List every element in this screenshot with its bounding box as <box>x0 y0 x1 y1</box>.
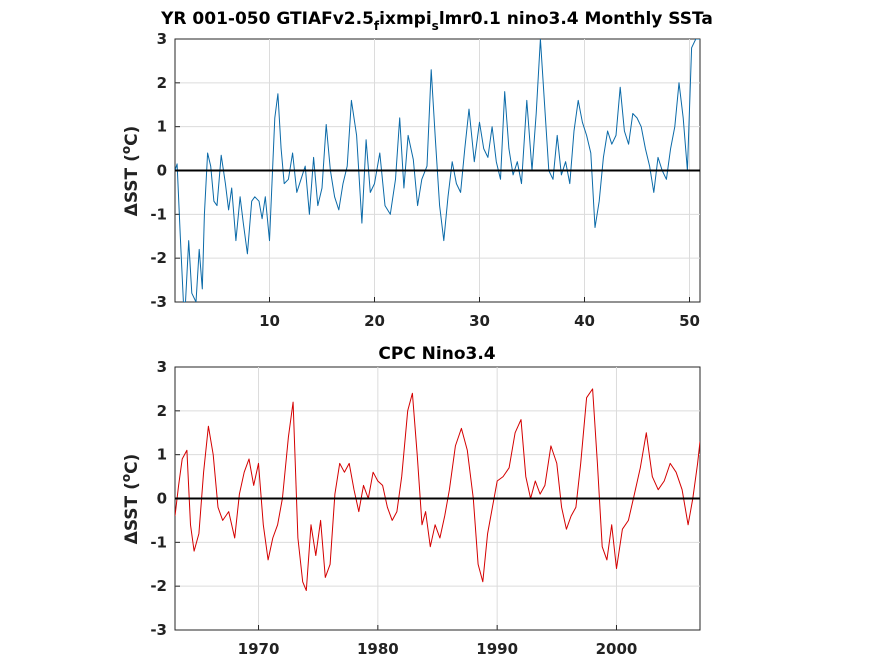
top-ytick-label-5: -2 <box>150 249 167 267</box>
bottom-ytick-label-1: 2 <box>157 402 167 420</box>
bottom-xtick-label-0: 1970 <box>238 640 280 656</box>
top-title-part-b: ixmpi <box>379 9 432 29</box>
bottom-ticks: 3 2 1 0 -1 -2 -3 1970 1980 1990 2000 <box>150 358 637 656</box>
bottom-xtick-label-2: 1990 <box>476 640 518 656</box>
bottom-ytick-label-2: 1 <box>157 446 167 464</box>
bottom-ylabel-part-a: ΔSST ( <box>122 482 142 544</box>
top-title-sub-f: f <box>374 19 380 33</box>
top-ytick-label-2: 1 <box>157 118 167 136</box>
bottom-grid <box>175 367 700 630</box>
top-title-part-a: YR 001-050 GTIAFv2.5 <box>160 9 374 29</box>
top-grid <box>175 39 700 302</box>
top-title-part-c: lmr0.1 nino3.4 Monthly SSTa <box>439 9 713 29</box>
bottom-chart-title: CPC Nino3.4 <box>378 344 495 364</box>
bottom-series-line-0 <box>175 388 700 591</box>
top-series <box>175 39 700 302</box>
bottom-series <box>175 388 700 591</box>
bottom-xtick-label-3: 2000 <box>596 640 638 656</box>
top-ylabel-sup: o <box>119 146 133 154</box>
top-chart: YR 001-050 GTIAFv2.5fixmpislmr0.1 nino3.… <box>119 9 713 330</box>
bottom-ytick-label-0: 3 <box>157 358 167 376</box>
top-xtick-label-3: 40 <box>574 312 595 330</box>
bottom-ytick-label-6: -3 <box>150 621 167 639</box>
top-ytick-label-3: 0 <box>157 162 167 180</box>
bottom-ytick-label-4: -1 <box>150 533 167 551</box>
top-xtick-label-0: 10 <box>259 312 280 330</box>
top-xtick-label-4: 50 <box>679 312 700 330</box>
top-ytick-label-4: -1 <box>150 205 167 223</box>
top-y-axis-label: ΔSST (oC) <box>119 126 142 217</box>
top-ytick-label-6: -3 <box>150 293 167 311</box>
top-chart-title: YR 001-050 GTIAFv2.5fixmpislmr0.1 nino3.… <box>160 9 713 33</box>
bottom-ytick-label-5: -2 <box>150 577 167 595</box>
bottom-chart: CPC Nino3.4 3 2 1 0 -1 -2 -3 1970 1980 1990 2000 Δ… <box>119 344 701 656</box>
bottom-ylabel-part-b: C) <box>122 454 142 474</box>
top-ylabel-part-a: ΔSST ( <box>122 154 142 216</box>
top-ylabel-part-b: C) <box>122 126 142 146</box>
top-ytick-label-0: 3 <box>157 30 167 48</box>
top-xtick-label-1: 20 <box>364 312 385 330</box>
top-ytick-label-1: 2 <box>157 74 167 92</box>
top-series-line-0 <box>175 39 700 302</box>
top-xtick-label-2: 30 <box>469 312 490 330</box>
top-title-sub-s: s <box>432 19 439 33</box>
bottom-ylabel-sup: o <box>119 474 133 482</box>
bottom-ytick-label-3: 0 <box>157 490 167 508</box>
bottom-xtick-label-1: 1980 <box>357 640 399 656</box>
bottom-y-axis-label: ΔSST (oC) <box>119 454 142 545</box>
